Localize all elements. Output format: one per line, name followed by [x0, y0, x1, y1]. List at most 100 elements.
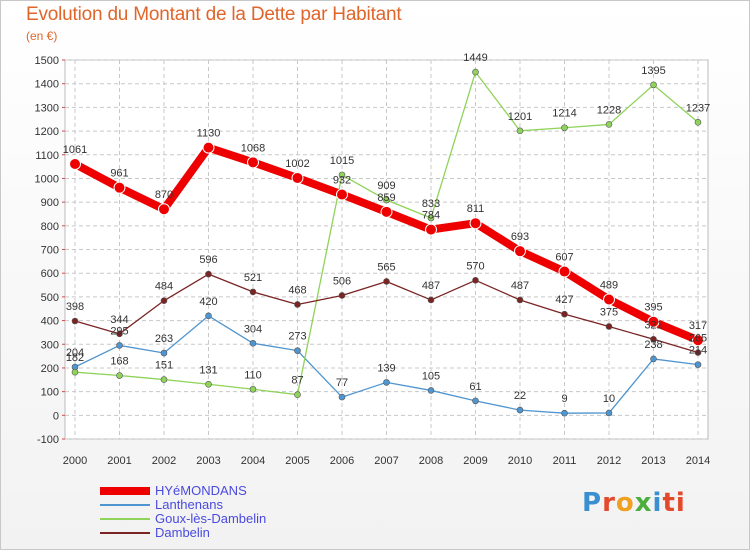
- data-label: 1130: [197, 128, 221, 140]
- data-point: [249, 340, 257, 347]
- data-point: [650, 81, 657, 89]
- x-tick-label: 2008: [419, 455, 443, 467]
- y-tick-label: 500: [41, 292, 59, 304]
- data-point: [425, 223, 437, 236]
- data-point: [69, 157, 81, 170]
- data-label: 105: [422, 370, 440, 382]
- data-label: 487: [422, 280, 440, 292]
- data-label: 1002: [285, 158, 309, 170]
- data-label: 321: [644, 319, 662, 331]
- data-label: 1395: [641, 65, 665, 77]
- y-tick-label: 800: [41, 221, 59, 233]
- data-point: [116, 372, 123, 379]
- data-label: 77: [336, 377, 348, 389]
- data-label: 263: [155, 333, 173, 345]
- data-point: [247, 156, 259, 169]
- data-label: 317: [689, 320, 707, 332]
- data-point: [605, 121, 613, 128]
- legend-swatch: [100, 532, 150, 534]
- data-point: [71, 317, 79, 325]
- data-label: 1201: [508, 111, 532, 123]
- data-label: 489: [600, 279, 618, 291]
- data-label: 87: [291, 375, 303, 387]
- data-label: 238: [644, 339, 662, 351]
- data-point: [160, 297, 168, 304]
- data-label: 811: [467, 203, 485, 215]
- x-tick-label: 2009: [463, 455, 487, 467]
- data-point: [158, 203, 170, 216]
- legend-label: Dambelin: [155, 525, 210, 540]
- data-label: 506: [333, 275, 351, 287]
- x-tick-label: 2006: [330, 455, 354, 467]
- legend-swatch: [100, 487, 150, 495]
- x-tick-label: 2014: [686, 455, 710, 467]
- y-tick-label: 900: [41, 197, 59, 209]
- data-label: 398: [66, 301, 84, 313]
- data-label: 521: [244, 272, 262, 284]
- data-label: 168: [110, 356, 128, 368]
- x-tick-label: 2001: [107, 455, 131, 467]
- data-point: [383, 196, 390, 204]
- data-label: 1449: [463, 52, 487, 64]
- data-point: [338, 393, 346, 401]
- data-label: 265: [689, 333, 707, 345]
- data-label: 693: [511, 231, 529, 243]
- y-tick-label: 400: [41, 316, 59, 328]
- data-point: [249, 288, 257, 296]
- x-tick-label: 2013: [641, 455, 665, 467]
- data-point: [205, 270, 212, 278]
- data-point: [469, 217, 482, 230]
- data-point: [514, 245, 526, 258]
- data-point: [692, 334, 704, 347]
- data-point: [472, 397, 479, 405]
- y-tick-label: 1300: [35, 102, 59, 114]
- data-label: 22: [514, 390, 526, 402]
- data-label: 1068: [241, 142, 265, 154]
- data-label: 596: [199, 254, 217, 266]
- x-tick-label: 2003: [196, 455, 220, 467]
- data-label: 468: [288, 284, 306, 296]
- x-tick-label: 2012: [597, 455, 621, 467]
- y-tick-label: 1200: [35, 126, 59, 138]
- data-label: 1015: [330, 155, 354, 167]
- data-label: 344: [110, 314, 128, 326]
- data-label: 427: [555, 294, 573, 306]
- data-point: [116, 330, 123, 338]
- data-point: [338, 171, 346, 179]
- y-tick-label: 1000: [35, 173, 59, 185]
- x-tick-label: 2011: [553, 455, 577, 467]
- data-point: [694, 349, 702, 356]
- data-point: [116, 342, 123, 349]
- data-point: [160, 376, 168, 383]
- data-label: 214: [689, 345, 707, 357]
- data-label: 909: [377, 180, 395, 192]
- data-point: [472, 276, 479, 284]
- data-label: 110: [244, 369, 262, 381]
- x-tick-label: 2010: [508, 455, 532, 467]
- data-point: [338, 292, 346, 299]
- data-point: [160, 349, 168, 357]
- data-point: [294, 391, 301, 399]
- y-tick-label: 1400: [35, 79, 59, 91]
- legend-label: HYéMONDANS: [155, 483, 247, 498]
- legend-swatch: [100, 518, 150, 520]
- data-label: 395: [644, 302, 662, 314]
- data-point: [516, 406, 524, 414]
- data-label: 487: [511, 280, 529, 292]
- data-point: [650, 335, 657, 343]
- data-label: 151: [155, 360, 173, 372]
- chart-title: Evolution du Montant de la Dette par Hab…: [26, 4, 402, 25]
- data-point: [603, 293, 615, 306]
- y-tick-label: 600: [41, 268, 59, 280]
- data-point: [516, 127, 524, 135]
- x-tick-label: 2007: [374, 455, 398, 467]
- y-tick-label: 200: [41, 363, 59, 375]
- data-point: [561, 124, 568, 132]
- data-point: [694, 361, 702, 368]
- data-label: 273: [288, 331, 306, 343]
- data-point: [694, 118, 702, 126]
- data-label: 304: [244, 323, 262, 335]
- data-label: 1228: [597, 104, 621, 116]
- data-point: [383, 278, 390, 285]
